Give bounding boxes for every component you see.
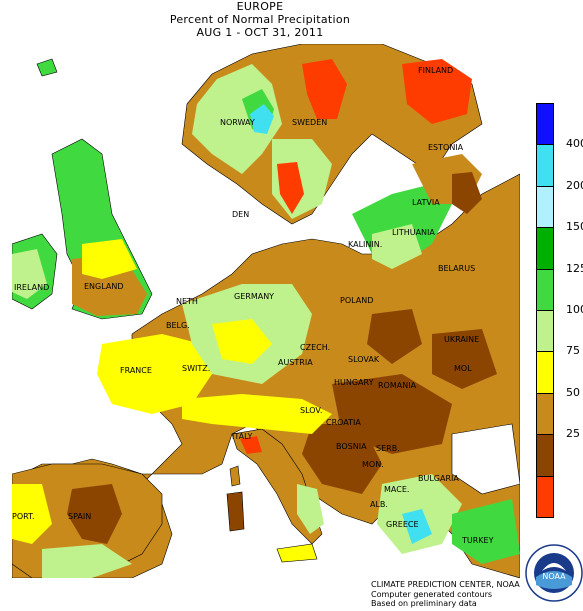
label-germany: GERMANY bbox=[234, 292, 275, 301]
legend-tick-label: 75 bbox=[566, 344, 580, 358]
land-sicily bbox=[276, 543, 318, 563]
zone-turkey-green bbox=[452, 499, 520, 564]
zone-france-yellow bbox=[97, 334, 212, 414]
label-lithuania: LITHUANIA bbox=[392, 228, 435, 237]
zone-greece-cyan bbox=[402, 509, 432, 544]
legend-swatch bbox=[536, 268, 554, 311]
legend-swatch bbox=[536, 103, 554, 146]
label-england: ENGLAND bbox=[84, 282, 124, 291]
legend-swatch bbox=[536, 392, 554, 436]
zone-balkans-brown bbox=[302, 424, 382, 494]
label-slovak: SLOVAK bbox=[348, 355, 380, 364]
label-turkey: TURKEY bbox=[462, 536, 494, 545]
credit-line-3: Based on preliminary data bbox=[371, 599, 477, 608]
label-croatia: CROATIA bbox=[326, 418, 361, 427]
label-serb: SERB. bbox=[376, 444, 400, 453]
label-port: PORT. bbox=[12, 512, 35, 521]
zone-poland-brown bbox=[367, 309, 422, 364]
map-title: Percent of Normal Precipitation bbox=[169, 13, 351, 26]
credit-line-2: Computer generated contours bbox=[371, 589, 493, 599]
label-czech: CZECH. bbox=[300, 343, 331, 352]
zone-italy-south-green bbox=[297, 484, 324, 534]
label-kaliningrad: KALININ. bbox=[348, 240, 383, 249]
map-svg bbox=[12, 44, 520, 578]
label-spain: SPAIN bbox=[68, 512, 92, 521]
legend-tick-label: 25 bbox=[566, 427, 580, 441]
precip-legend: 400 200 150 125 100 75 50 25 bbox=[536, 103, 583, 523]
noaa-seal-icon: NOAA bbox=[525, 544, 583, 602]
map-period: AUG 1 - OCT 31, 2011 bbox=[196, 26, 324, 39]
label-ireland: IRELAND bbox=[14, 283, 50, 292]
label-neth: NETH bbox=[176, 297, 198, 306]
label-austria: AUSTRIA bbox=[278, 358, 313, 367]
legend-tick-label: 150 bbox=[566, 220, 583, 234]
label-norway: NORWAY bbox=[220, 118, 255, 127]
zone-black-sea bbox=[451, 423, 520, 495]
label-romania: ROMANIA bbox=[378, 381, 417, 390]
label-switz: SWITZ. bbox=[182, 364, 211, 373]
label-bulgaria: BULGARIA bbox=[418, 474, 459, 483]
legend-swatch bbox=[536, 351, 554, 394]
zone-ukraine-brown bbox=[432, 329, 497, 389]
legend-tick-label: 200 bbox=[566, 178, 583, 192]
credit-block: CLIMATE PREDICTION CENTER, NOAA Computer… bbox=[371, 580, 520, 609]
zone-germany-yellow bbox=[212, 319, 272, 364]
zone-spain-dry bbox=[67, 484, 122, 544]
label-bosnia: BOSNIA bbox=[336, 442, 367, 451]
map-region-title: EUROPE bbox=[236, 0, 284, 13]
label-sweden: SWEDEN bbox=[292, 118, 328, 127]
map-title-block: EUROPE Percent of Normal Precipitation A… bbox=[0, 0, 520, 39]
legend-tick-label: 100 bbox=[566, 303, 583, 316]
zone-portugal bbox=[12, 484, 52, 544]
legend-swatch bbox=[536, 185, 554, 229]
zone-sweden-red bbox=[302, 59, 347, 119]
legend-tick-label: 125 bbox=[566, 261, 583, 275]
label-alb: ALB. bbox=[370, 500, 388, 509]
label-finland: FINLAND bbox=[418, 66, 454, 75]
noaa-logo: NOAA bbox=[524, 543, 583, 603]
noaa-logo-text: NOAA bbox=[542, 572, 566, 581]
label-poland: POLAND bbox=[340, 296, 374, 305]
zone-england-yellow bbox=[82, 239, 137, 279]
label-belg: BELG. bbox=[166, 321, 190, 330]
legend-tick-label: 50 bbox=[566, 385, 580, 399]
land-corsica bbox=[229, 465, 241, 487]
land-faroes bbox=[36, 58, 58, 77]
label-hungary: HUNGARY bbox=[334, 378, 374, 387]
credit-line-1: CLIMATE PREDICTION CENTER, NOAA bbox=[371, 580, 520, 589]
zone-alps-yellow bbox=[182, 394, 332, 434]
precipitation-map bbox=[12, 44, 520, 578]
zone-sweden-south-dry bbox=[277, 162, 304, 214]
label-estonia: ESTONIA bbox=[428, 143, 464, 152]
land-sardinia bbox=[226, 491, 245, 532]
legend-swatch bbox=[536, 475, 554, 518]
legend-swatch bbox=[536, 310, 554, 353]
label-slov: SLOV. bbox=[300, 406, 323, 415]
label-france: FRANCE bbox=[120, 366, 152, 375]
label-greece: GREECE bbox=[386, 520, 419, 529]
label-denmark: DEN bbox=[232, 210, 250, 219]
label-moldova: MOL bbox=[454, 364, 472, 373]
label-mace: MACE. bbox=[384, 485, 410, 494]
label-belarus: BELARUS bbox=[438, 264, 476, 273]
legend-swatch bbox=[536, 434, 554, 477]
legend-tick-label: 400 bbox=[566, 137, 583, 151]
label-ukraine: UKRAINE bbox=[444, 335, 480, 344]
label-mon: MON. bbox=[362, 460, 384, 469]
zone-norway-cyan bbox=[250, 104, 274, 134]
zone-ireland-green bbox=[12, 249, 47, 299]
legend-swatch bbox=[536, 144, 554, 187]
zone-baltics-light bbox=[372, 224, 422, 269]
label-latvia: LATVIA bbox=[412, 198, 440, 207]
legend-swatch bbox=[536, 227, 554, 270]
zone-spain-south bbox=[42, 544, 132, 578]
label-italy: ITALY bbox=[232, 432, 253, 441]
zone-latvia-brown bbox=[452, 172, 482, 214]
zone-finland-red bbox=[402, 59, 472, 124]
zone-italy-red bbox=[240, 436, 262, 454]
